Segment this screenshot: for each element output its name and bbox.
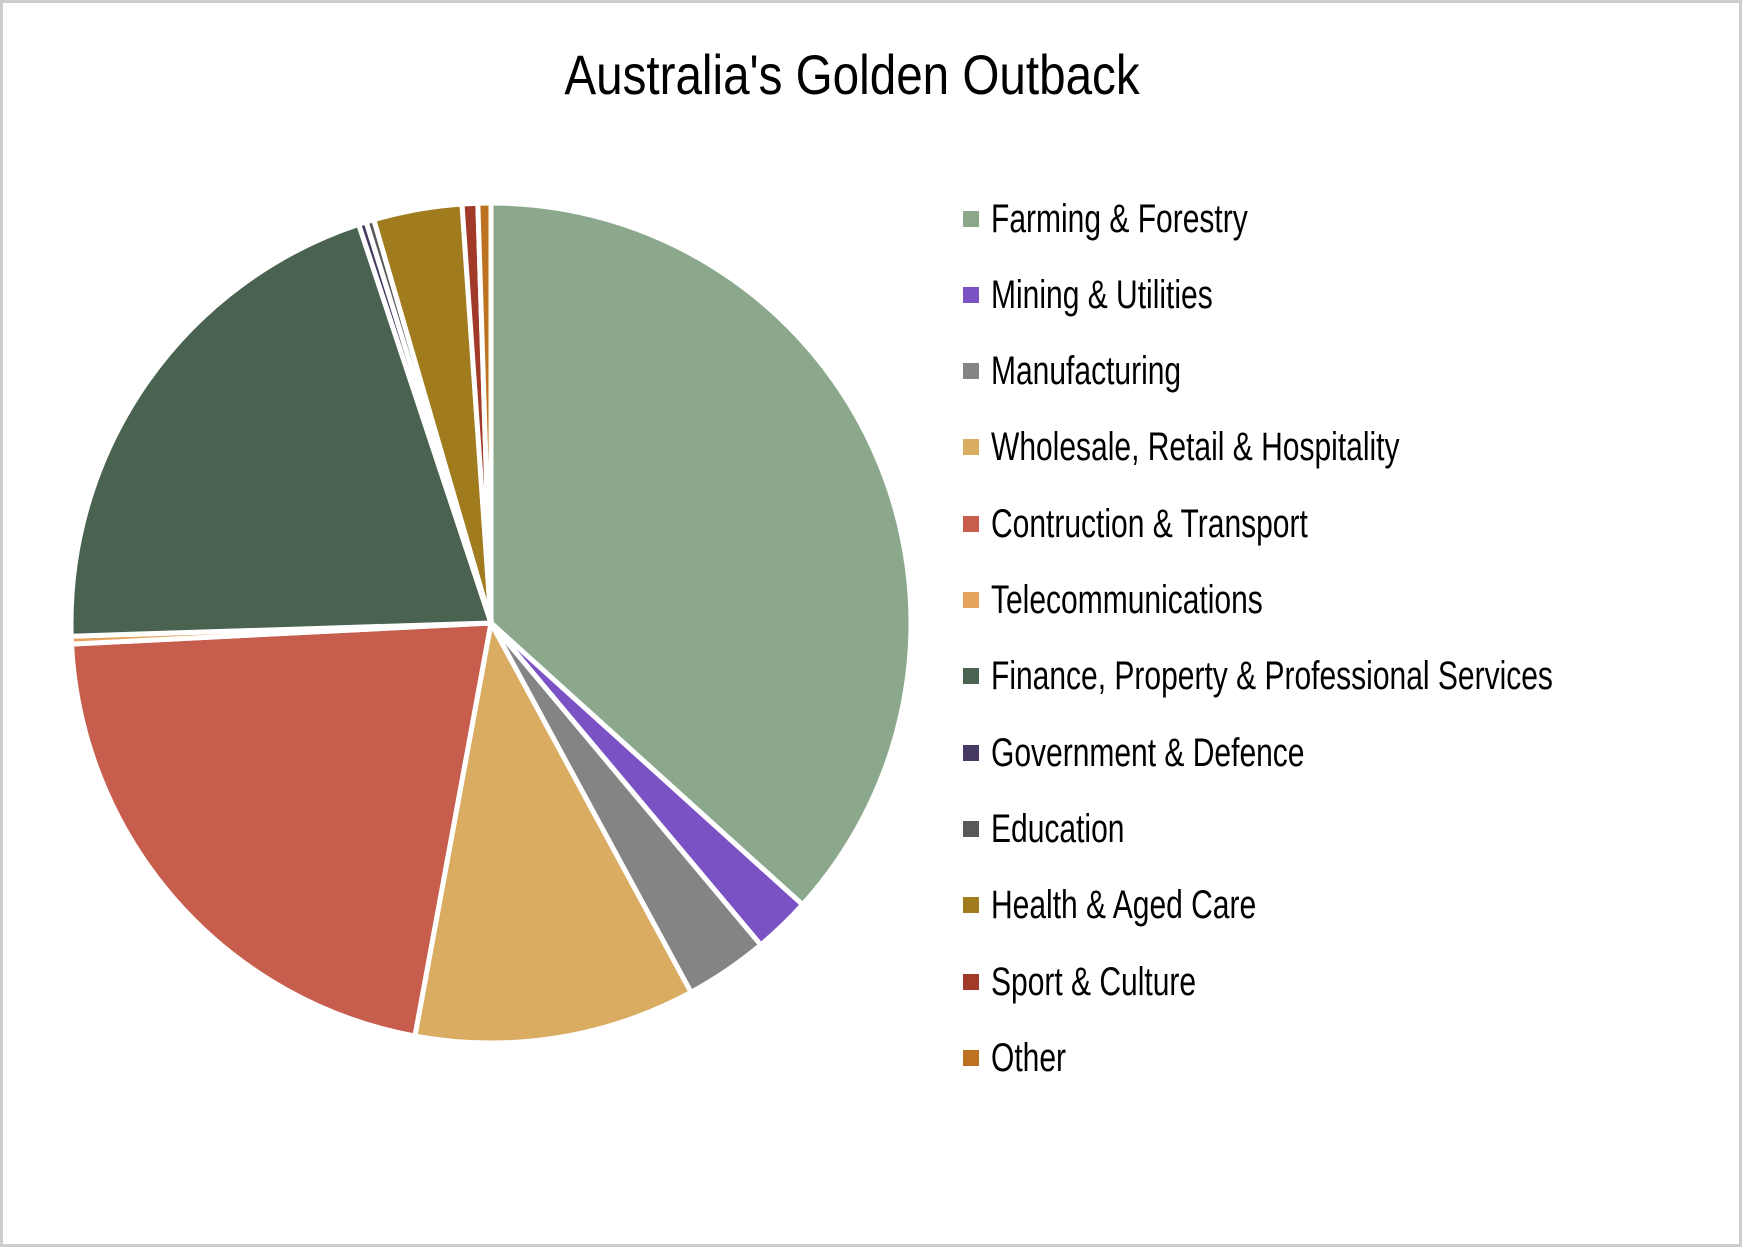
legend-marker-government-and-defence xyxy=(963,744,979,761)
legend-marker-other xyxy=(963,1049,979,1066)
legend-label: Sport & Culture xyxy=(991,959,1197,1004)
legend-marker-finance-property-and-professional-services xyxy=(963,668,979,685)
legend-marker-sport-and-culture xyxy=(963,973,979,990)
pie-slice-other xyxy=(475,200,494,624)
legend-label: Farming & Forestry xyxy=(991,196,1248,241)
legend-item-sport-and-culture: Sport & Culture xyxy=(963,944,1264,1020)
legend-marker-farming-and-forestry xyxy=(963,210,979,227)
pie-chart xyxy=(68,200,914,1046)
legend-marker-wholesale-retail-and-hospitality xyxy=(963,439,979,456)
legend-item-wholesale-retail-and-hospitality: Wholesale, Retail & Hospitality xyxy=(963,409,1536,485)
legend-label: Telecommunications xyxy=(991,578,1263,622)
legend-item-other: Other xyxy=(963,1020,1091,1096)
legend-marker-telecommunications xyxy=(963,592,979,608)
legend-label: Contruction & Transport xyxy=(991,501,1308,546)
legend-item-government-and-defence: Government & Defence xyxy=(963,715,1409,791)
legend-item-manufacturing: Manufacturing xyxy=(963,333,1244,409)
legend-label: Other xyxy=(991,1035,1067,1080)
pie-slice-farming-and-forestry xyxy=(488,200,914,909)
pie-slice-contruction-and-transport xyxy=(68,620,495,1039)
legend-label: Finance, Property & Professional Service… xyxy=(991,654,1553,699)
legend-label: Education xyxy=(991,806,1125,851)
pie-slice-finance-property-and-professional-services xyxy=(68,221,495,639)
legend-item-farming-and-forestry: Farming & Forestry xyxy=(963,181,1333,257)
legend: Farming & Forestry Mining & Utilities Manu… xyxy=(3,3,1739,1244)
legend-marker-mining-and-utilities xyxy=(963,286,979,303)
legend-marker-manufacturing xyxy=(963,363,979,380)
legend-label: Mining & Utilities xyxy=(991,272,1213,317)
legend-item-education: Education xyxy=(963,791,1169,867)
legend-marker-contruction-and-transport xyxy=(963,515,979,532)
legend-item-mining-and-utilities: Mining & Utilities xyxy=(963,257,1287,333)
pie-slice-wholesale-retail-and-hospitality xyxy=(411,615,695,1046)
legend-item-finance-property-and-professional-services: Finance, Property & Professional Service… xyxy=(963,638,1740,714)
legend-item-contruction-and-transport: Contruction & Transport xyxy=(963,486,1413,562)
legend-label: Manufacturing xyxy=(991,349,1182,394)
legend-item-telecommunications: Telecommunications xyxy=(963,562,1353,638)
legend-marker-health-and-aged-care xyxy=(963,897,979,914)
chart-title: Australia's Golden Outback xyxy=(564,43,1140,106)
legend-label: Health & Aged Care xyxy=(991,883,1257,928)
legend-marker-education xyxy=(963,820,979,837)
legend-label: Government & Defence xyxy=(991,730,1305,775)
legend-item-health-and-aged-care: Health & Aged Care xyxy=(963,867,1345,943)
legend-label: Wholesale, Retail & Hospitality xyxy=(991,425,1400,470)
